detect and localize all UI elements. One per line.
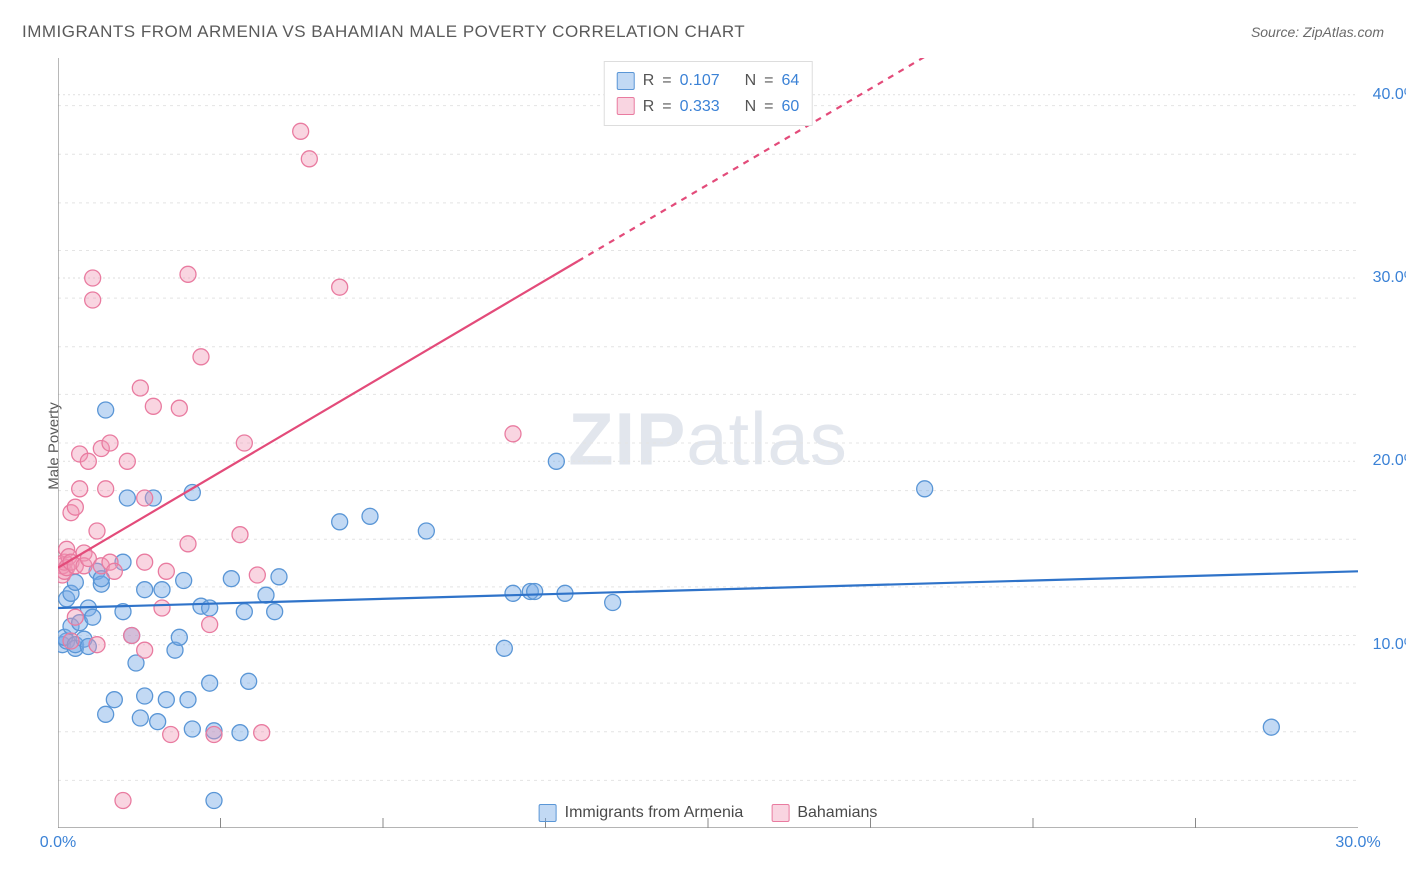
r-value-bahamians: 0.333 [680, 94, 720, 120]
eq-sign: = [764, 68, 773, 94]
source-name: ZipAtlas.com [1303, 24, 1384, 40]
eq-sign: = [662, 94, 671, 120]
chart-area: ZIPatlas R = 0.107 N = 64 R = 0.333 N = … [58, 58, 1358, 828]
r-label: R [643, 68, 655, 94]
legend-row-bahamians: R = 0.333 N = 60 [617, 94, 800, 120]
series-legend: Immigrants from Armenia Bahamians [539, 804, 878, 822]
eq-sign: = [764, 94, 773, 120]
n-value-bahamians: 60 [781, 94, 799, 120]
n-label: N [745, 94, 757, 120]
eq-sign: = [662, 68, 671, 94]
y-tick-label: 40.0% [1373, 86, 1406, 104]
n-label: N [745, 68, 757, 94]
chart-source: Source: ZipAtlas.com [1251, 24, 1384, 40]
swatch-bahamians [617, 97, 635, 115]
swatch-bahamians [771, 804, 789, 822]
swatch-armenia [617, 72, 635, 90]
source-prefix: Source: [1251, 24, 1299, 40]
y-tick-label: 20.0% [1373, 452, 1406, 470]
r-value-armenia: 0.107 [680, 68, 720, 94]
chart-title: IMMIGRANTS FROM ARMENIA VS BAHAMIAN MALE… [22, 22, 745, 42]
scatter-plot [58, 58, 1358, 828]
legend-label-armenia: Immigrants from Armenia [565, 804, 744, 822]
legend-row-armenia: R = 0.107 N = 64 [617, 68, 800, 94]
chart-header: IMMIGRANTS FROM ARMENIA VS BAHAMIAN MALE… [22, 22, 1384, 42]
y-tick-label: 10.0% [1373, 636, 1406, 654]
y-tick-label: 30.0% [1373, 269, 1406, 287]
x-tick-label: 0.0% [40, 834, 76, 852]
n-value-armenia: 64 [781, 68, 799, 94]
r-label: R [643, 94, 655, 120]
x-tick-label: 30.0% [1335, 834, 1380, 852]
legend-label-bahamians: Bahamians [797, 804, 877, 822]
legend-item-armenia: Immigrants from Armenia [539, 804, 744, 822]
swatch-armenia [539, 804, 557, 822]
correlation-legend: R = 0.107 N = 64 R = 0.333 N = 60 [604, 61, 813, 126]
legend-item-bahamians: Bahamians [771, 804, 877, 822]
